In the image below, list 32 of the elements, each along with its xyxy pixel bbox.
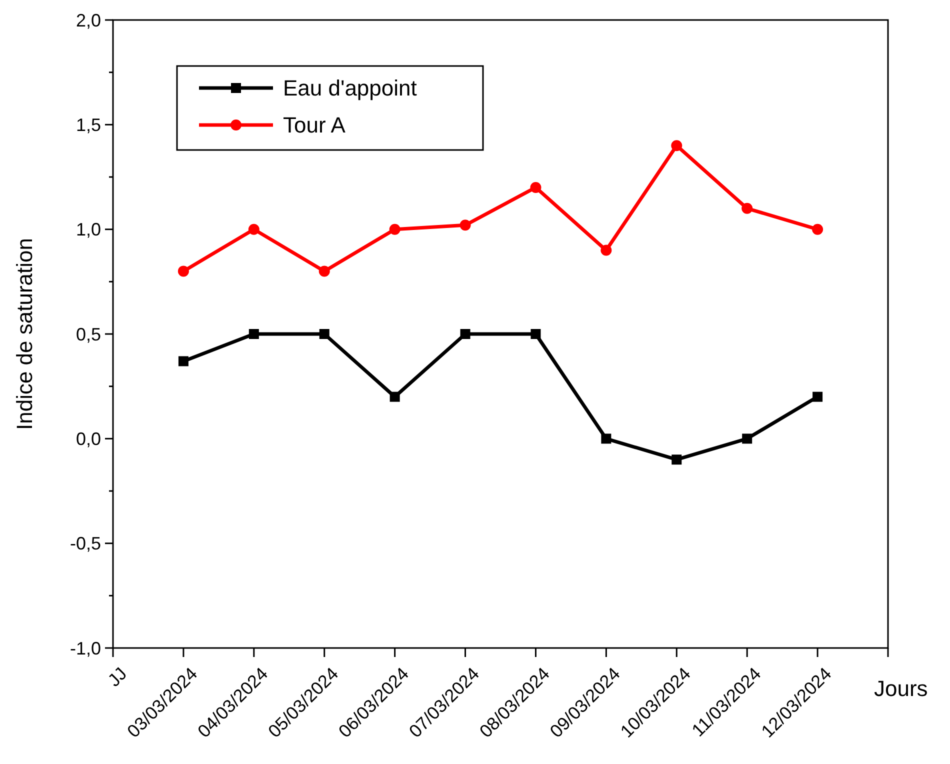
point [742, 434, 752, 444]
point [530, 182, 542, 193]
point [812, 224, 824, 235]
y-tick-label: -1,0 [70, 638, 101, 658]
y-tick-label: 1,0 [76, 220, 101, 240]
point [460, 329, 470, 339]
point [812, 392, 823, 402]
point [318, 266, 330, 277]
x-axis-title: Jours [874, 676, 928, 701]
point [672, 454, 682, 465]
point [530, 329, 541, 339]
point [319, 329, 330, 339]
point [460, 220, 471, 231]
y-tick-label: 0,5 [76, 324, 101, 344]
point [742, 202, 753, 214]
y-axis-title: Indice de saturation [12, 238, 37, 430]
point [248, 329, 259, 339]
y-tick-label: -0,5 [70, 534, 101, 554]
legend-label: Tour A [283, 112, 346, 138]
legend-label: Eau d'appoint [283, 76, 417, 101]
point [600, 244, 612, 256]
point [671, 140, 682, 152]
point [178, 266, 189, 277]
x-tick-label: JJ [104, 664, 131, 690]
point [178, 356, 188, 366]
y-tick-label: 1,5 [76, 114, 101, 135]
point [389, 224, 400, 235]
y-tick-label: 2,0 [76, 10, 101, 30]
point [390, 392, 400, 402]
y-tick-label: 0,0 [76, 428, 101, 449]
point [248, 224, 260, 235]
point [601, 434, 612, 444]
